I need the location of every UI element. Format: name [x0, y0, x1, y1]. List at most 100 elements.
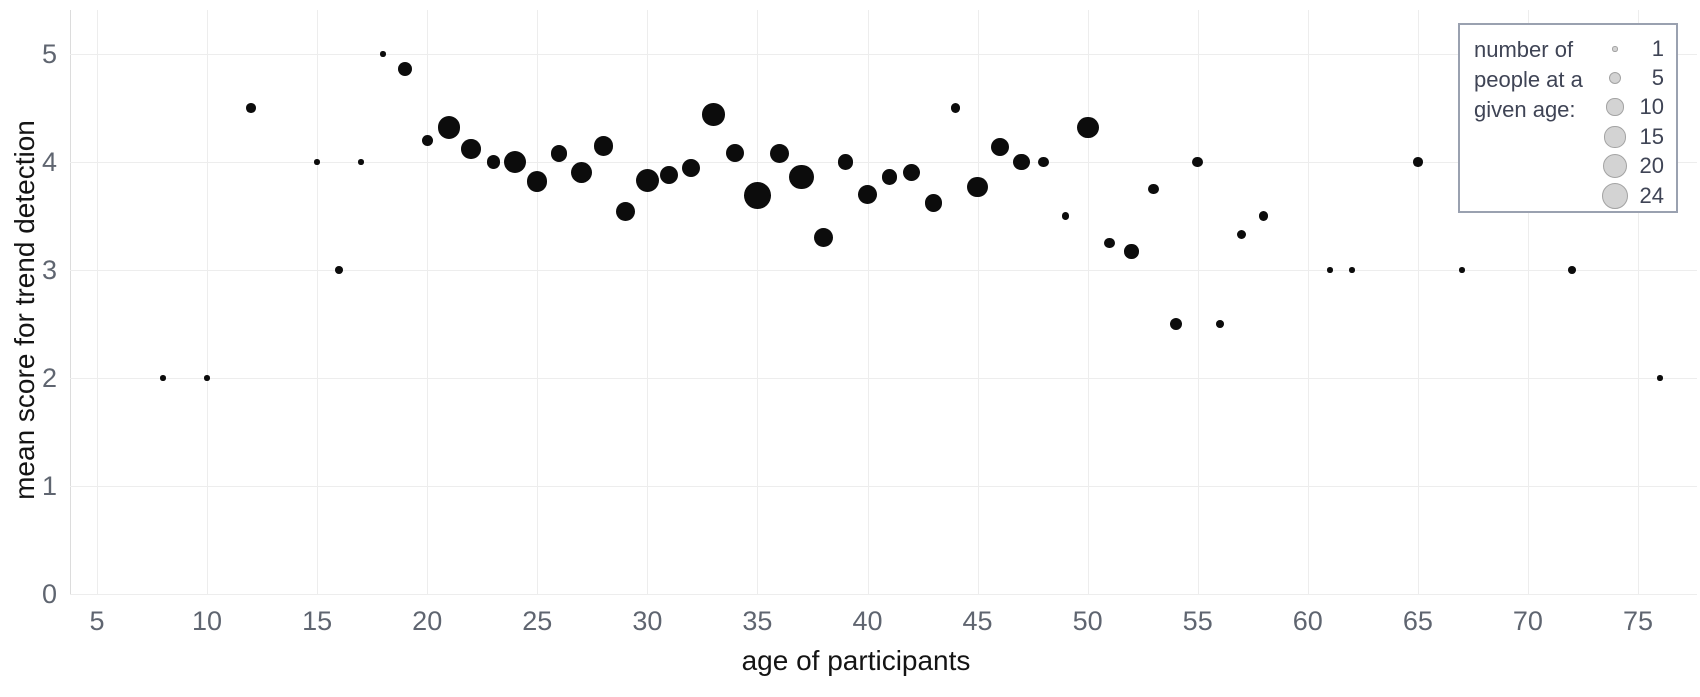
data-point: [1104, 237, 1116, 249]
y-gridline: [70, 486, 1697, 487]
x-gridline: [317, 10, 319, 595]
data-point: [635, 168, 660, 193]
data-point: [1327, 267, 1333, 273]
x-gridline: [1417, 10, 1419, 595]
legend-size-label: 15: [1639, 124, 1664, 149]
x-tick-label: 25: [522, 606, 553, 636]
data-point: [950, 103, 961, 113]
data-point: [314, 159, 320, 165]
data-point: [1038, 156, 1050, 168]
data-point: [461, 139, 482, 159]
legend-title-line-2: people at a: [1474, 67, 1583, 92]
legend-size-circle: [1601, 182, 1629, 210]
y-tick-label: 1: [41, 471, 57, 501]
x-gridline: [537, 10, 539, 595]
data-point: [1192, 156, 1204, 168]
legend-title-line-1: number of: [1474, 37, 1574, 62]
y-tick-label: 3: [41, 255, 57, 285]
data-point: [358, 159, 364, 165]
data-point: [682, 159, 701, 178]
x-tick-label: 70: [1512, 606, 1543, 636]
data-point: [1349, 267, 1355, 273]
data-point: [726, 144, 745, 163]
data-point: [593, 135, 614, 156]
data-point: [1215, 320, 1224, 328]
data-point: [160, 375, 166, 381]
y-gridline: [70, 270, 1697, 271]
data-point: [967, 176, 988, 197]
x-gridline: [1197, 10, 1199, 595]
y-gridline: [70, 54, 1697, 55]
data-point: [1148, 183, 1160, 195]
x-tick-label: 20: [412, 606, 443, 636]
data-point: [1013, 153, 1030, 171]
data-point: [744, 182, 771, 209]
data-point: [660, 165, 679, 184]
y-tick-label: 0: [41, 579, 57, 609]
x-gridline: [977, 10, 979, 595]
x-gridline: [1638, 10, 1639, 595]
x-tick-label: 55: [1182, 606, 1213, 636]
x-gridline: [867, 10, 869, 595]
x-gridline: [1527, 10, 1529, 595]
legend-size-circle: [1612, 46, 1618, 52]
x-tick-label: 75: [1622, 606, 1654, 636]
data-point: [1169, 317, 1182, 331]
data-point: [1568, 266, 1576, 274]
legend-size-label: 1: [1651, 36, 1664, 61]
data-point: [1657, 375, 1663, 381]
data-point: [813, 227, 834, 248]
data-point: [398, 61, 413, 77]
data-point: [924, 194, 943, 212]
y-tick-label: 2: [41, 363, 57, 393]
x-gridline: [647, 10, 649, 595]
x-tick-label: 30: [632, 606, 663, 636]
data-point: [380, 51, 386, 57]
data-point: [204, 375, 210, 381]
legend-size-label: 24: [1639, 183, 1664, 208]
data-point: [769, 143, 790, 164]
legend-size-circle: [1602, 153, 1628, 179]
data-point: [1259, 211, 1269, 221]
y-tick-label: 5: [41, 39, 57, 69]
data-point: [527, 171, 548, 192]
legend-size-label: 20: [1639, 153, 1664, 178]
data-point: [504, 150, 527, 174]
x-tick-label: 15: [302, 606, 333, 636]
y-gridline: [70, 162, 1697, 163]
x-gridline: [207, 10, 209, 595]
x-gridline: [1307, 10, 1309, 595]
data-point: [881, 169, 898, 185]
x-gridline: [1087, 10, 1089, 595]
x-gridline: [427, 10, 429, 595]
y-gridline: [70, 378, 1697, 379]
data-point: [335, 266, 343, 274]
data-point: [570, 162, 592, 184]
data-point: [789, 164, 814, 190]
data-point: [1076, 116, 1099, 139]
data-point: [486, 155, 500, 169]
x-axis-title: age of participants: [741, 645, 971, 676]
data-point: [902, 164, 921, 182]
x-tick-label: 40: [852, 606, 883, 636]
data-point: [990, 137, 1009, 156]
x-tick-label: 65: [1402, 606, 1433, 636]
legend-size-label: 10: [1639, 94, 1664, 119]
x-tick-label: 60: [1292, 606, 1323, 636]
legend-size-circle: [1608, 71, 1622, 85]
data-point: [1237, 229, 1247, 240]
y-gridline: [70, 594, 1697, 595]
data-point: [615, 201, 636, 222]
x-gridline: [757, 10, 759, 595]
x-tick-label: 35: [742, 606, 773, 636]
data-point: [1124, 244, 1139, 259]
x-gridline: [97, 10, 98, 595]
data-point: [1413, 157, 1423, 167]
legend-title-line-3: given age:: [1474, 97, 1576, 122]
legend: number of people at a given age: 1 5 10 15 2…: [1458, 23, 1678, 213]
legend-size-circle: [1604, 126, 1626, 148]
data-point: [702, 103, 725, 126]
data-point: [246, 103, 256, 113]
y-axis-line: [70, 10, 71, 595]
